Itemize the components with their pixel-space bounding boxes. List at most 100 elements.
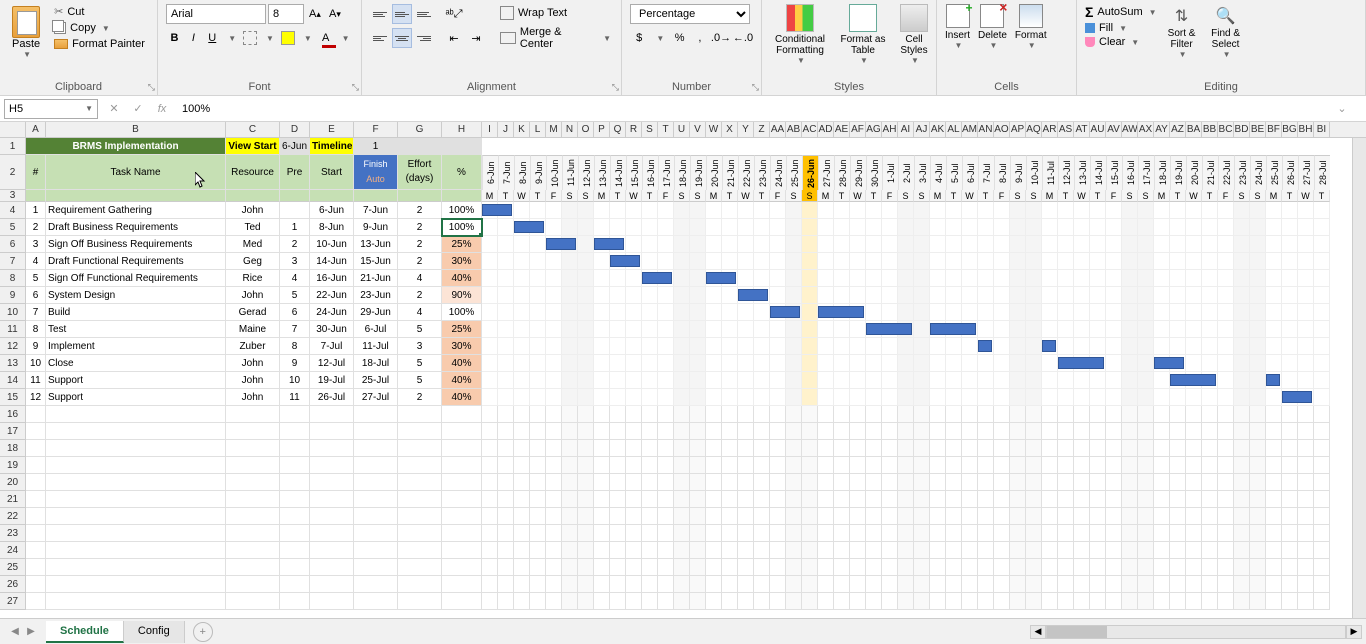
cell[interactable] xyxy=(1170,474,1186,491)
date-header[interactable]: 3-Jul xyxy=(914,155,930,190)
gantt-cell[interactable] xyxy=(978,236,994,253)
gantt-cell[interactable] xyxy=(1250,202,1266,219)
gantt-cell[interactable] xyxy=(1090,389,1106,406)
cell[interactable] xyxy=(578,593,594,610)
cell[interactable] xyxy=(310,457,354,474)
gantt-cell[interactable] xyxy=(562,287,578,304)
cell[interactable] xyxy=(626,457,642,474)
gantt-cell[interactable] xyxy=(978,389,994,406)
cell[interactable] xyxy=(46,406,226,423)
cell[interactable] xyxy=(578,423,594,440)
gantt-bar[interactable] xyxy=(978,340,992,352)
cell[interactable] xyxy=(1170,423,1186,440)
gantt-cell[interactable] xyxy=(962,202,978,219)
cell[interactable] xyxy=(354,457,398,474)
gantt-cell[interactable] xyxy=(1154,321,1170,338)
gantt-cell[interactable] xyxy=(498,236,514,253)
cell[interactable] xyxy=(546,491,562,508)
cell[interactable] xyxy=(280,440,310,457)
col-header[interactable]: BF xyxy=(1266,122,1282,137)
cell[interactable] xyxy=(1170,593,1186,610)
gantt-bar[interactable] xyxy=(546,238,576,250)
row-header[interactable]: 5 xyxy=(0,219,25,236)
gantt-cell[interactable] xyxy=(658,321,674,338)
cell[interactable] xyxy=(1026,423,1042,440)
gantt-cell[interactable] xyxy=(1282,287,1298,304)
gantt-cell[interactable] xyxy=(1250,270,1266,287)
gantt-cell[interactable] xyxy=(690,372,706,389)
gantt-cell[interactable] xyxy=(1170,219,1186,236)
gantt-cell[interactable] xyxy=(690,389,706,406)
cell[interactable] xyxy=(1106,508,1122,525)
gantt-cell[interactable] xyxy=(482,389,498,406)
gantt-cell[interactable] xyxy=(962,219,978,236)
gantt-cell[interactable] xyxy=(946,389,962,406)
gantt-cell[interactable] xyxy=(1090,287,1106,304)
day-header[interactable]: W xyxy=(1186,190,1202,202)
gantt-cell[interactable] xyxy=(498,355,514,372)
cell[interactable] xyxy=(1250,542,1266,559)
date-header[interactable]: 7-Jul xyxy=(978,155,994,190)
cell[interactable] xyxy=(802,440,818,457)
gantt-cell[interactable] xyxy=(802,338,818,355)
cell[interactable] xyxy=(850,474,866,491)
gantt-cell[interactable] xyxy=(594,372,610,389)
gantt-cell[interactable] xyxy=(1266,202,1282,219)
date-header[interactable]: 22-Jun xyxy=(738,155,754,190)
cell[interactable] xyxy=(1058,525,1074,542)
cell[interactable] xyxy=(818,542,834,559)
cell[interactable] xyxy=(226,423,280,440)
cell[interactable] xyxy=(1282,576,1298,593)
cell[interactable] xyxy=(354,508,398,525)
cell[interactable] xyxy=(1042,474,1058,491)
gantt-cell[interactable] xyxy=(754,304,770,321)
vertical-scrollbar[interactable] xyxy=(1352,138,1366,618)
cell[interactable] xyxy=(354,576,398,593)
cell[interactable] xyxy=(1298,542,1314,559)
gantt-cell[interactable] xyxy=(786,338,802,355)
scroll-left-button[interactable]: ◀ xyxy=(1030,625,1046,639)
gantt-cell[interactable] xyxy=(866,389,882,406)
cell[interactable] xyxy=(482,474,498,491)
cell[interactable] xyxy=(1186,559,1202,576)
cell[interactable] xyxy=(1122,525,1138,542)
gantt-cell[interactable] xyxy=(1314,219,1330,236)
cell[interactable] xyxy=(1042,406,1058,423)
task-resource[interactable]: John xyxy=(226,372,280,389)
cell[interactable] xyxy=(1058,491,1074,508)
task-pct[interactable]: 100% xyxy=(442,202,482,219)
cell[interactable] xyxy=(818,593,834,610)
day-header[interactable]: F xyxy=(1106,190,1122,202)
cell[interactable] xyxy=(1074,508,1090,525)
row-header[interactable]: 17 xyxy=(0,423,25,440)
cell[interactable]: Resource xyxy=(226,155,280,190)
cell[interactable] xyxy=(898,542,914,559)
finish-header[interactable]: FinishAuto xyxy=(354,155,398,190)
align-bottom-button[interactable] xyxy=(414,4,434,24)
gantt-cell[interactable] xyxy=(738,219,754,236)
task-finish[interactable]: 25-Jul xyxy=(354,372,398,389)
cell[interactable] xyxy=(1314,474,1330,491)
gantt-cell[interactable] xyxy=(690,338,706,355)
cell[interactable] xyxy=(994,474,1010,491)
cell[interactable] xyxy=(354,559,398,576)
date-header[interactable]: 14-Jul xyxy=(1090,155,1106,190)
gantt-cell[interactable] xyxy=(642,219,658,236)
task-resource[interactable]: John xyxy=(226,287,280,304)
cell[interactable] xyxy=(530,593,546,610)
col-header[interactable]: B xyxy=(46,122,226,137)
cell[interactable] xyxy=(226,559,280,576)
gantt-cell[interactable] xyxy=(1138,389,1154,406)
task-pct[interactable]: 30% xyxy=(442,253,482,270)
cell[interactable] xyxy=(882,423,898,440)
cell[interactable] xyxy=(626,593,642,610)
gantt-cell[interactable] xyxy=(866,253,882,270)
task-pct[interactable]: 25% xyxy=(442,236,482,253)
italic-button[interactable]: I xyxy=(185,28,202,48)
gantt-cell[interactable] xyxy=(1058,372,1074,389)
gantt-cell[interactable] xyxy=(770,270,786,287)
cell[interactable] xyxy=(1138,423,1154,440)
cell[interactable] xyxy=(398,542,442,559)
cell[interactable] xyxy=(802,423,818,440)
gantt-cell[interactable] xyxy=(578,236,594,253)
